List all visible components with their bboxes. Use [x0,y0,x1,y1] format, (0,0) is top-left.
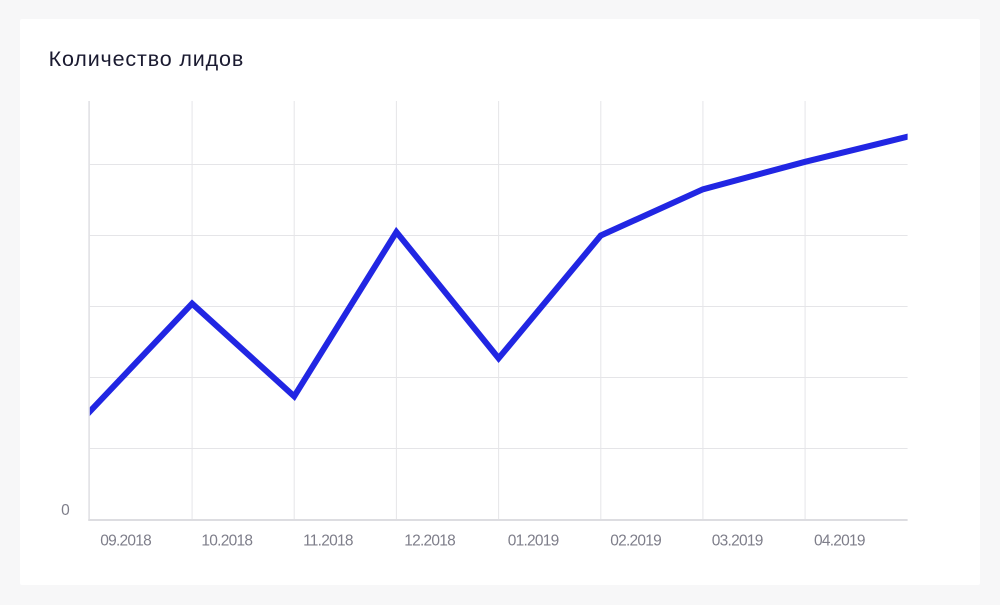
svg-text:09.2018: 09.2018 [100,533,151,550]
svg-text:02.2019: 02.2019 [610,533,661,550]
svg-text:0: 0 [61,502,70,519]
svg-text:12.2018: 12.2018 [404,533,455,550]
svg-text:04.2019: 04.2019 [814,533,865,550]
svg-text:10.2018: 10.2018 [201,533,252,550]
svg-text:11.2018: 11.2018 [303,533,353,550]
svg-text:Количество лидов: Количество лидов [49,47,245,71]
svg-text:03.2019: 03.2019 [712,533,763,550]
svg-text:01.2019: 01.2019 [508,533,559,550]
